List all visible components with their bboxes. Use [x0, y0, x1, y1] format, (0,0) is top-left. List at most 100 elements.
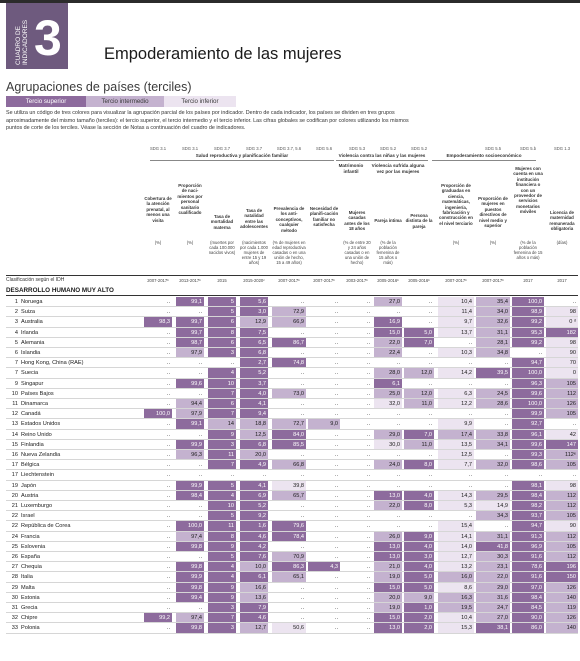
hdi-rank: 25	[11, 543, 18, 550]
hdi-rank: 33	[11, 625, 18, 632]
table-cell: 84,0	[272, 429, 306, 440]
table-cell: ..	[334, 625, 338, 632]
column-year: 2013-2017ᵇ	[179, 278, 201, 283]
table-cell: 5	[208, 307, 236, 318]
table-cell: 4	[208, 490, 236, 501]
table-cell: 65,7	[272, 490, 306, 501]
table-cell: 66,9	[272, 317, 306, 328]
table-cell: ..	[300, 503, 304, 509]
table-cell: 28,0	[374, 368, 402, 379]
table-cell: ..	[300, 299, 304, 305]
table-cell: 86,0	[512, 623, 544, 634]
table-row: 9 Singapur.. 99,6 10 3,7...... 6,1...... 96,3 1…	[6, 378, 578, 389]
country-name: Finlandia	[21, 441, 44, 448]
hdi-rank: 7	[14, 370, 18, 377]
hdi-rank: 22	[11, 513, 18, 520]
table-cell: 98,3	[144, 317, 172, 328]
table-cell: 6,1	[240, 572, 268, 583]
row-divider	[6, 438, 578, 440]
country-name: Luxemburgo	[21, 503, 53, 509]
country-name: Noruega	[21, 299, 43, 305]
table-cell: 1,0	[404, 603, 434, 614]
page-title: Empoderamiento de las mujeres	[104, 45, 342, 63]
table-cell: ..	[366, 421, 370, 428]
table-cell: 140	[546, 592, 578, 603]
table-cell: 97,9	[176, 409, 204, 420]
table-cell: 99,4	[176, 592, 204, 603]
column-unit: (%)	[154, 240, 162, 245]
column-header: Necesidad de planifi-cación familiar no …	[309, 206, 339, 228]
table-cell: ..	[334, 339, 338, 346]
table-cell: ..	[198, 390, 202, 397]
table-cell: ..	[504, 472, 508, 479]
table-cell: 29,0	[476, 582, 510, 593]
table-cell: ..	[504, 523, 508, 530]
table-cell: 3	[208, 623, 236, 634]
group-rule	[150, 160, 334, 161]
hdi-rank: 19	[11, 482, 18, 489]
row-divider	[6, 306, 578, 308]
column-year: 2015	[217, 278, 227, 283]
table-cell: ..	[166, 523, 170, 530]
country-name: Chipre	[21, 615, 38, 622]
table-cell: 5	[208, 297, 236, 308]
table-row: 1 Noruega.. 99,1 5 5,6...... 27,0.. 10,4 35,4 10…	[6, 297, 578, 308]
table-cell: 98,4	[512, 490, 544, 501]
country-name: Alemania	[21, 339, 45, 346]
column-unit: (muertes por cada 100.000 nacidos vivos)	[208, 240, 236, 255]
table-cell: ..	[334, 584, 338, 591]
table-cell: ..	[230, 472, 234, 479]
table-cell: 31,6	[476, 592, 510, 603]
table-cell: 4,0	[404, 490, 434, 501]
table-cell: ..	[366, 615, 370, 622]
country-name: Singapur	[21, 380, 44, 387]
table-cell: 3	[208, 439, 236, 450]
row-divider	[6, 571, 578, 573]
table-cell: 9,9	[438, 419, 474, 430]
table-cell: 65,1	[272, 572, 306, 583]
table-cell: ..	[230, 360, 234, 367]
table-cell: 2,0	[404, 623, 434, 634]
group-rule	[432, 160, 536, 161]
table-cell: 70	[546, 358, 578, 369]
table-row: 27 Chequia.. 99,8 4 10,0 86,3 4,3.. 21,0 4,0 13,2…	[6, 562, 578, 573]
table-row: 24 Francia.. 97,4 8 4,6 78,4.... 26,0 9,0 14,1 31…	[6, 531, 578, 542]
table-cell: 98,6	[512, 460, 544, 471]
section-rule	[6, 295, 578, 296]
table-cell: 78,6	[512, 562, 544, 573]
table-cell: 78,4	[272, 531, 306, 542]
table-cell: 86,7	[272, 337, 306, 348]
table-cell: ..	[334, 370, 338, 377]
table-cell: ..	[366, 554, 370, 560]
table-cell: ..	[166, 564, 170, 571]
table-cell: 16,6	[240, 582, 268, 593]
table-cell: ..	[334, 605, 338, 611]
table-cell: 73,0	[272, 388, 306, 399]
table-cell: 11	[208, 521, 236, 532]
table-cell: 99,7	[176, 327, 204, 338]
table-row: 7 Suecia.... 4 5,2...... 28,0 12,0 14,2 39,5 100…	[6, 368, 578, 379]
table-cell: ..	[198, 309, 202, 316]
table-cell: 0 ᵈ	[546, 317, 578, 328]
table-row: 21 Luxemburgo.... 10 5,2...... 22,0 8,0 5,3 14,…	[6, 501, 578, 512]
table-cell: ..	[300, 584, 304, 591]
table-cell: 98,4	[176, 490, 204, 501]
table-cell: ..	[396, 421, 400, 428]
country-name: Canadá	[21, 411, 41, 418]
table-cell: 90	[546, 521, 578, 532]
group-violence: Violencia contra las niñas y las mujeres	[338, 153, 426, 158]
table-cell: ..	[366, 431, 370, 438]
table-cell: ..	[300, 543, 304, 550]
table-cell: 4	[208, 368, 236, 379]
table-row: 2 Suiza.... 5 3,0 72,9........ 11,4 34,0 98,9 98	[6, 307, 578, 318]
table-cell: 99,2	[144, 613, 172, 624]
table-row: 5 Alemania.. 98,7 6 6,5 86,7.... 22,0 7,0.. 28,1…	[6, 337, 578, 348]
table-cell: 98,9	[512, 307, 544, 318]
country-name: Eslovenia	[21, 543, 46, 550]
table-cell: 6,8	[240, 348, 268, 359]
table-cell: ..	[300, 411, 304, 418]
table-cell: 99,3	[512, 450, 544, 461]
table-row: 32 Chipre 99,2 97,4 7 4,6...... 15,0 2,0 10,4 27,…	[6, 613, 578, 624]
hdi-rank: 9	[14, 380, 18, 387]
country-name: Países Bajos	[21, 390, 54, 397]
